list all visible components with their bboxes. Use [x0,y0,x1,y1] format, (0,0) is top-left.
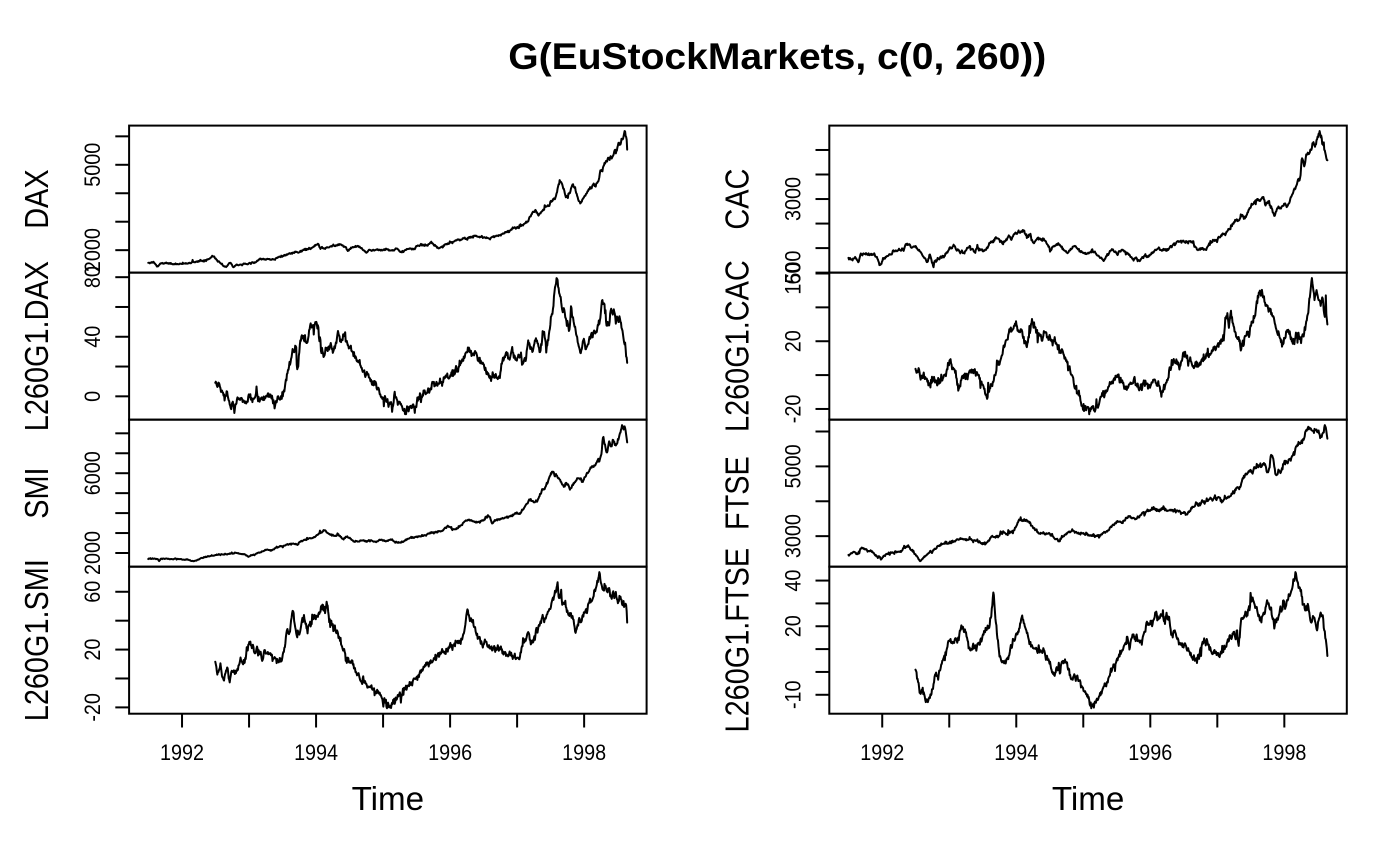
panel-ylab-cac: CAC [718,169,755,230]
y-tick-label: 20 [780,615,805,637]
panel-ylab-smi: SMI [18,468,55,519]
y-tick-label: 0 [80,391,105,402]
x-tick-label: 1996 [428,740,472,765]
y-tick-label: 1500 [780,251,805,295]
y-tick-label: 2000 [80,531,105,575]
x-axis-label-right: Time [1052,780,1125,817]
panel-ylab-l260g1-dax: L260G1.DAX [18,261,55,431]
series-line-l260g1-smi [214,571,629,710]
panel-dax: 2000 5000 DAX [18,130,629,272]
panel-ylab-l260g1-smi: L260G1.SMI [18,559,55,721]
series-line-l260g1-ftse [914,571,1329,710]
panel-l260g1-dax: 0 40 80 L260G1.DAX [18,261,629,431]
y-tick-label: 60 [80,581,105,603]
series-line-l260g1-dax [214,277,629,416]
panel-l260g1-cac: -20 20 60 L260G1.CAC [718,260,1329,432]
series-line-dax [147,130,629,269]
y-tick-label: 60 [780,263,805,285]
x-tick-label: 1996 [1128,740,1172,765]
panel-border [828,565,1348,715]
series-line-smi [147,424,629,563]
chart-title: G(EuStockMarkets, c(0, 260)) [508,36,1046,77]
panel-ylab-dax: DAX [18,169,55,228]
panel-ylab-ftse: FTSE [718,456,755,530]
x-tick-label: 1992 [860,740,904,765]
x-tick-label: 1994 [994,740,1038,765]
y-tick-label: 20 [80,639,105,661]
y-tick-label: -10 [780,681,805,710]
x-tick-label: 1994 [294,740,338,765]
y-tick-label: 6000 [80,451,105,495]
y-tick-label: -20 [780,395,805,424]
y-tick-label: 2000 [80,228,105,272]
panel-border [128,565,648,715]
panel-ylab-l260g1-cac: L260G1.CAC [718,260,755,432]
x-tick-label: 1992 [160,740,204,765]
series-line-ftse [847,424,1329,563]
panels-layer: 2000 5000 DAX 0 40 80 L260G1.DAX 2000 6000 SMI -20… [18,124,1348,765]
series-line-l260g1-cac [914,277,1329,416]
y-tick-label: 3000 [780,514,805,558]
series-line-cac [847,130,1329,269]
panel-ftse: 3000 5000 FTSE [718,424,1329,563]
x-axis-label-left: Time [352,780,425,817]
y-tick-label: 20 [780,330,805,352]
y-tick-label: 40 [80,326,105,348]
panel-l260g1-smi: -20 20 60 1992 1994 1996 1998 L260G1.SMI [18,559,629,765]
panel-cac: 1500 3000 CAC [718,130,1329,295]
y-tick-label: 5000 [780,444,805,488]
y-tick-label: 80 [80,266,105,288]
panel-ylab-l260g1-ftse: L260G1.FTSE [718,548,755,733]
panel-smi: 2000 6000 SMI [18,424,629,575]
y-tick-label: 40 [780,570,805,592]
y-tick-label: -20 [80,693,105,722]
y-tick-label: 5000 [80,143,105,187]
x-tick-label: 1998 [562,740,606,765]
x-tick-label: 1998 [1262,740,1306,765]
y-tick-label: 3000 [780,177,805,221]
panel-l260g1-ftse: -10 20 40 1992 1994 1996 1998 L260G1.FTSE [718,548,1329,765]
